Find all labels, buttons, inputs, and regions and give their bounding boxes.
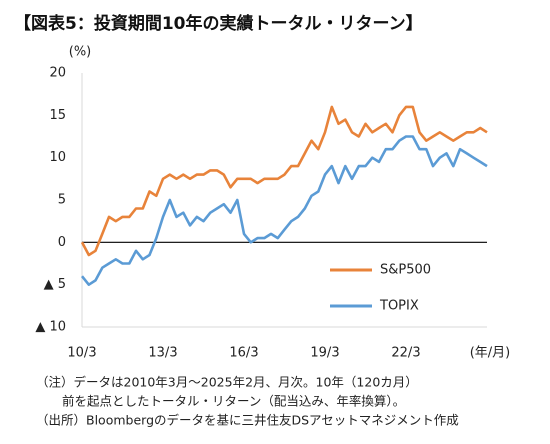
note: （出所）Bloombergのデータを基に三井住友DSアセットマネジメント作成 (36, 413, 459, 428)
x-tick-label: 19/3 (310, 346, 339, 361)
y-tick-label: 10 (49, 150, 66, 165)
note: 前を起点としたトータル・リターン（配当込み、年率換算）。 (62, 394, 405, 409)
x-tick-label: 16/3 (229, 346, 258, 361)
y-axis-label: (%) (69, 45, 92, 60)
series-line (80, 105, 488, 257)
note: （注）データは2010年3月～2025年2月、月次。10年（120カ月） (36, 375, 418, 390)
y-tick-label: 15 (49, 108, 66, 123)
y-tick-label: 20 (49, 66, 66, 81)
x-tick-label: 22/3 (391, 346, 420, 361)
y-tick-label: 0 (58, 235, 66, 250)
y-tick-label: ▲ 10 (35, 320, 66, 335)
y-tick-label: ▲ 5 (44, 277, 66, 292)
legend-label: S&P500 (380, 263, 431, 278)
x-tick-label: 13/3 (148, 346, 177, 361)
chart-title: 【図表5：投資期間10年の実績トータル・リターン】 (14, 13, 423, 34)
x-axis-label: (年/月) (470, 346, 511, 361)
series-line (80, 135, 488, 286)
x-tick-label: 10/3 (67, 346, 96, 361)
y-tick-label: 5 (58, 193, 66, 208)
legend-label: TOPIX (379, 299, 419, 314)
